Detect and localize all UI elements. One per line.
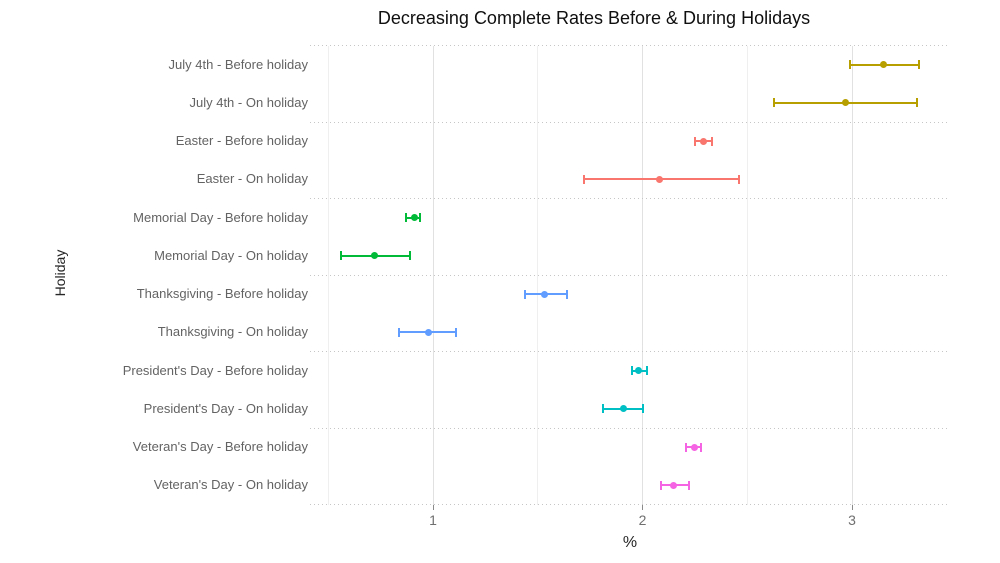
- y-axis-category-label: President's Day - On holiday: [143, 400, 308, 416]
- chart-title: Decreasing Complete Rates Before & Durin…: [377, 8, 811, 28]
- group-separator: [310, 121, 948, 123]
- y-axis-category-label: Thanksgiving - Before holiday: [136, 286, 308, 302]
- error-bar-cap-right: [419, 213, 422, 223]
- error-bar-cap-right: [915, 98, 918, 108]
- error-bar-cap-right: [700, 442, 703, 452]
- y-axis-category-label: Thanksgiving - On holiday: [157, 324, 308, 340]
- error-bar-cap-left: [339, 251, 342, 261]
- x-axis-title: %: [622, 534, 638, 551]
- data-point: [842, 99, 850, 107]
- error-bar-cap-left: [582, 174, 585, 184]
- error-bar-cap-left: [660, 480, 663, 490]
- data-point: [410, 214, 418, 222]
- error-bar-cap-left: [848, 60, 851, 70]
- y-axis-category-label: Easter - Before holiday: [175, 133, 308, 149]
- y-axis-category-label: July 4th - Before holiday: [168, 56, 308, 72]
- x-axis-tick-mark: [851, 504, 853, 510]
- x-axis-tick-label: 2: [638, 511, 647, 528]
- group-separator: [310, 274, 948, 276]
- error-bar-cap-right: [641, 404, 644, 414]
- x-axis-tick-label: 3: [848, 511, 856, 528]
- y-axis-category-label: Veteran's Day - Before holiday: [132, 439, 308, 455]
- data-point: [691, 443, 699, 451]
- group-separator: [310, 45, 948, 46]
- data-point: [540, 290, 548, 298]
- error-bar-cap-left: [404, 213, 407, 223]
- data-point: [655, 175, 663, 183]
- x-axis-tick-mark: [642, 504, 643, 510]
- data-point: [634, 367, 642, 375]
- error-bar-cap-left: [631, 366, 634, 376]
- error-bar-cap-right: [645, 366, 648, 376]
- y-axis-category-label: Memorial Day - Before holiday: [133, 209, 308, 225]
- data-point: [879, 61, 887, 69]
- y-axis-category-label: July 4th - On holiday: [189, 94, 308, 110]
- x-axis-tick-mark: [432, 504, 434, 510]
- error-bar-cap-left: [524, 289, 527, 299]
- error-bar-cap-left: [601, 404, 604, 414]
- error-bar-cap-right: [737, 174, 740, 184]
- data-point: [699, 137, 707, 145]
- group-separator: [310, 351, 948, 352]
- y-axis-category-label: Easter - On holiday: [196, 171, 308, 187]
- error-bar-cap-left: [693, 136, 696, 146]
- data-point: [670, 481, 678, 489]
- error-bar-cap-left: [685, 442, 688, 452]
- data-point: [425, 328, 433, 336]
- error-bar-cap-right: [710, 136, 713, 146]
- group-separator: [310, 427, 948, 429]
- y-axis-category-label: Veteran's Day - On holiday: [153, 477, 308, 493]
- x-axis-tick-label: 1: [429, 511, 437, 528]
- error-bar-cap-right: [408, 251, 411, 261]
- error-bar-cap-right: [918, 60, 921, 70]
- data-point: [370, 252, 378, 260]
- error-bar-cap-left: [773, 98, 776, 108]
- group-separator: [310, 504, 948, 505]
- error-bar-cap-right: [455, 327, 458, 337]
- group-separator: [310, 198, 948, 199]
- y-axis-category-label: Memorial Day - On holiday: [154, 247, 308, 263]
- error-bar-cap-right: [566, 289, 569, 299]
- data-point: [620, 405, 628, 413]
- y-axis-category-label: President's Day - Before holiday: [122, 362, 308, 378]
- error-bar-cap-left: [398, 327, 401, 337]
- error-bar-cap-right: [687, 480, 690, 490]
